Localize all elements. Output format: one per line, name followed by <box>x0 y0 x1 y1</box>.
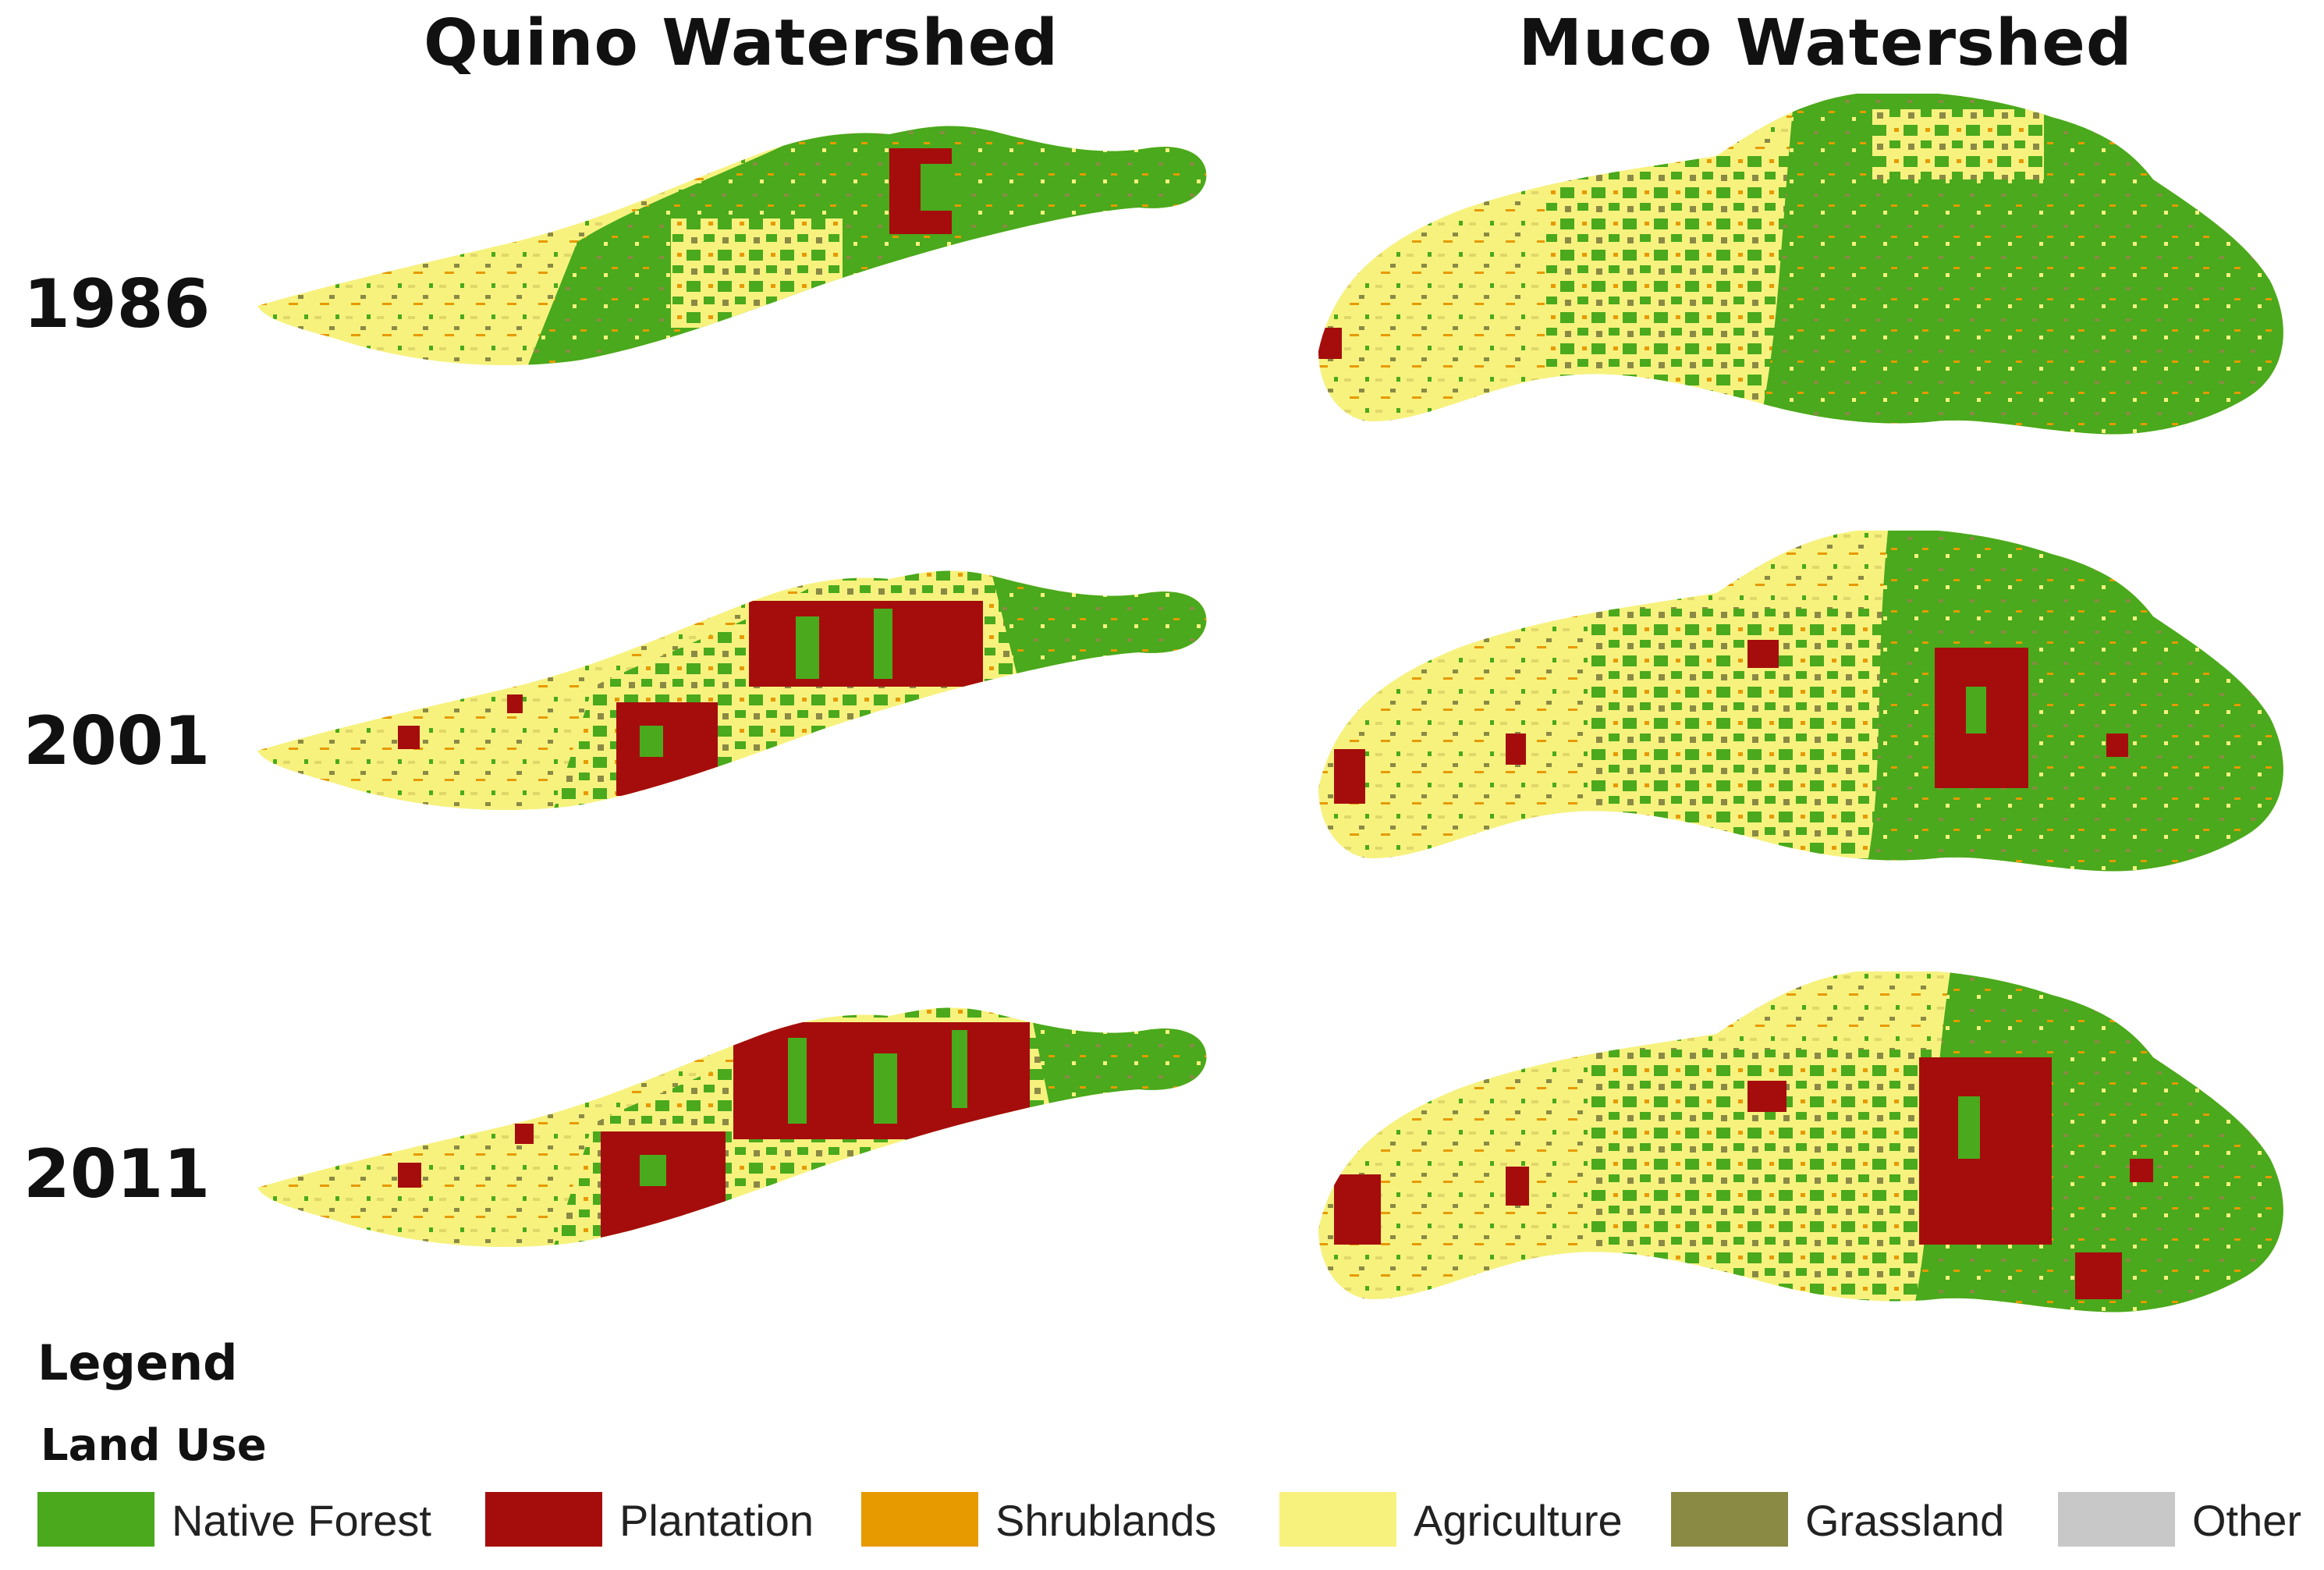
legend-swatch <box>1279 1492 1396 1547</box>
muco-map-2011 <box>1318 971 2283 1312</box>
legend-items: Native Forest Plantation Shrublands Agri… <box>37 1489 2315 1551</box>
legend-subtitle: Land Use <box>41 1420 267 1471</box>
legend-swatch <box>2058 1492 2175 1547</box>
legend-label: Agriculture <box>1414 1496 1623 1545</box>
muco-map-2001 <box>1318 531 2283 872</box>
year-label-1986: 1986 <box>23 265 211 343</box>
legend-label: Native Forest <box>172 1496 431 1545</box>
quino-watershed-title: Quino Watershed <box>423 6 1059 80</box>
muco-map-1986 <box>1318 94 2283 435</box>
legend-label: Plantation <box>619 1496 814 1545</box>
legend-label: Shrublands <box>995 1496 1217 1545</box>
legend-swatch <box>37 1492 154 1547</box>
muco-watershed-title: Muco Watershed <box>1518 6 2133 80</box>
legend-swatch <box>1671 1492 1788 1547</box>
legend-swatch <box>861 1492 978 1547</box>
legend-title: Legend <box>37 1334 238 1391</box>
year-label-2001: 2001 <box>23 702 211 780</box>
legend-label: Grassland <box>1805 1496 2005 1545</box>
legend-swatch <box>485 1492 602 1547</box>
quino-map-2001 <box>257 570 1207 811</box>
legend-label: Other <box>2192 1496 2302 1545</box>
year-label-2011: 2011 <box>23 1135 211 1213</box>
quino-map-1986 <box>257 126 1207 366</box>
quino-map-2011 <box>257 1007 1207 1248</box>
